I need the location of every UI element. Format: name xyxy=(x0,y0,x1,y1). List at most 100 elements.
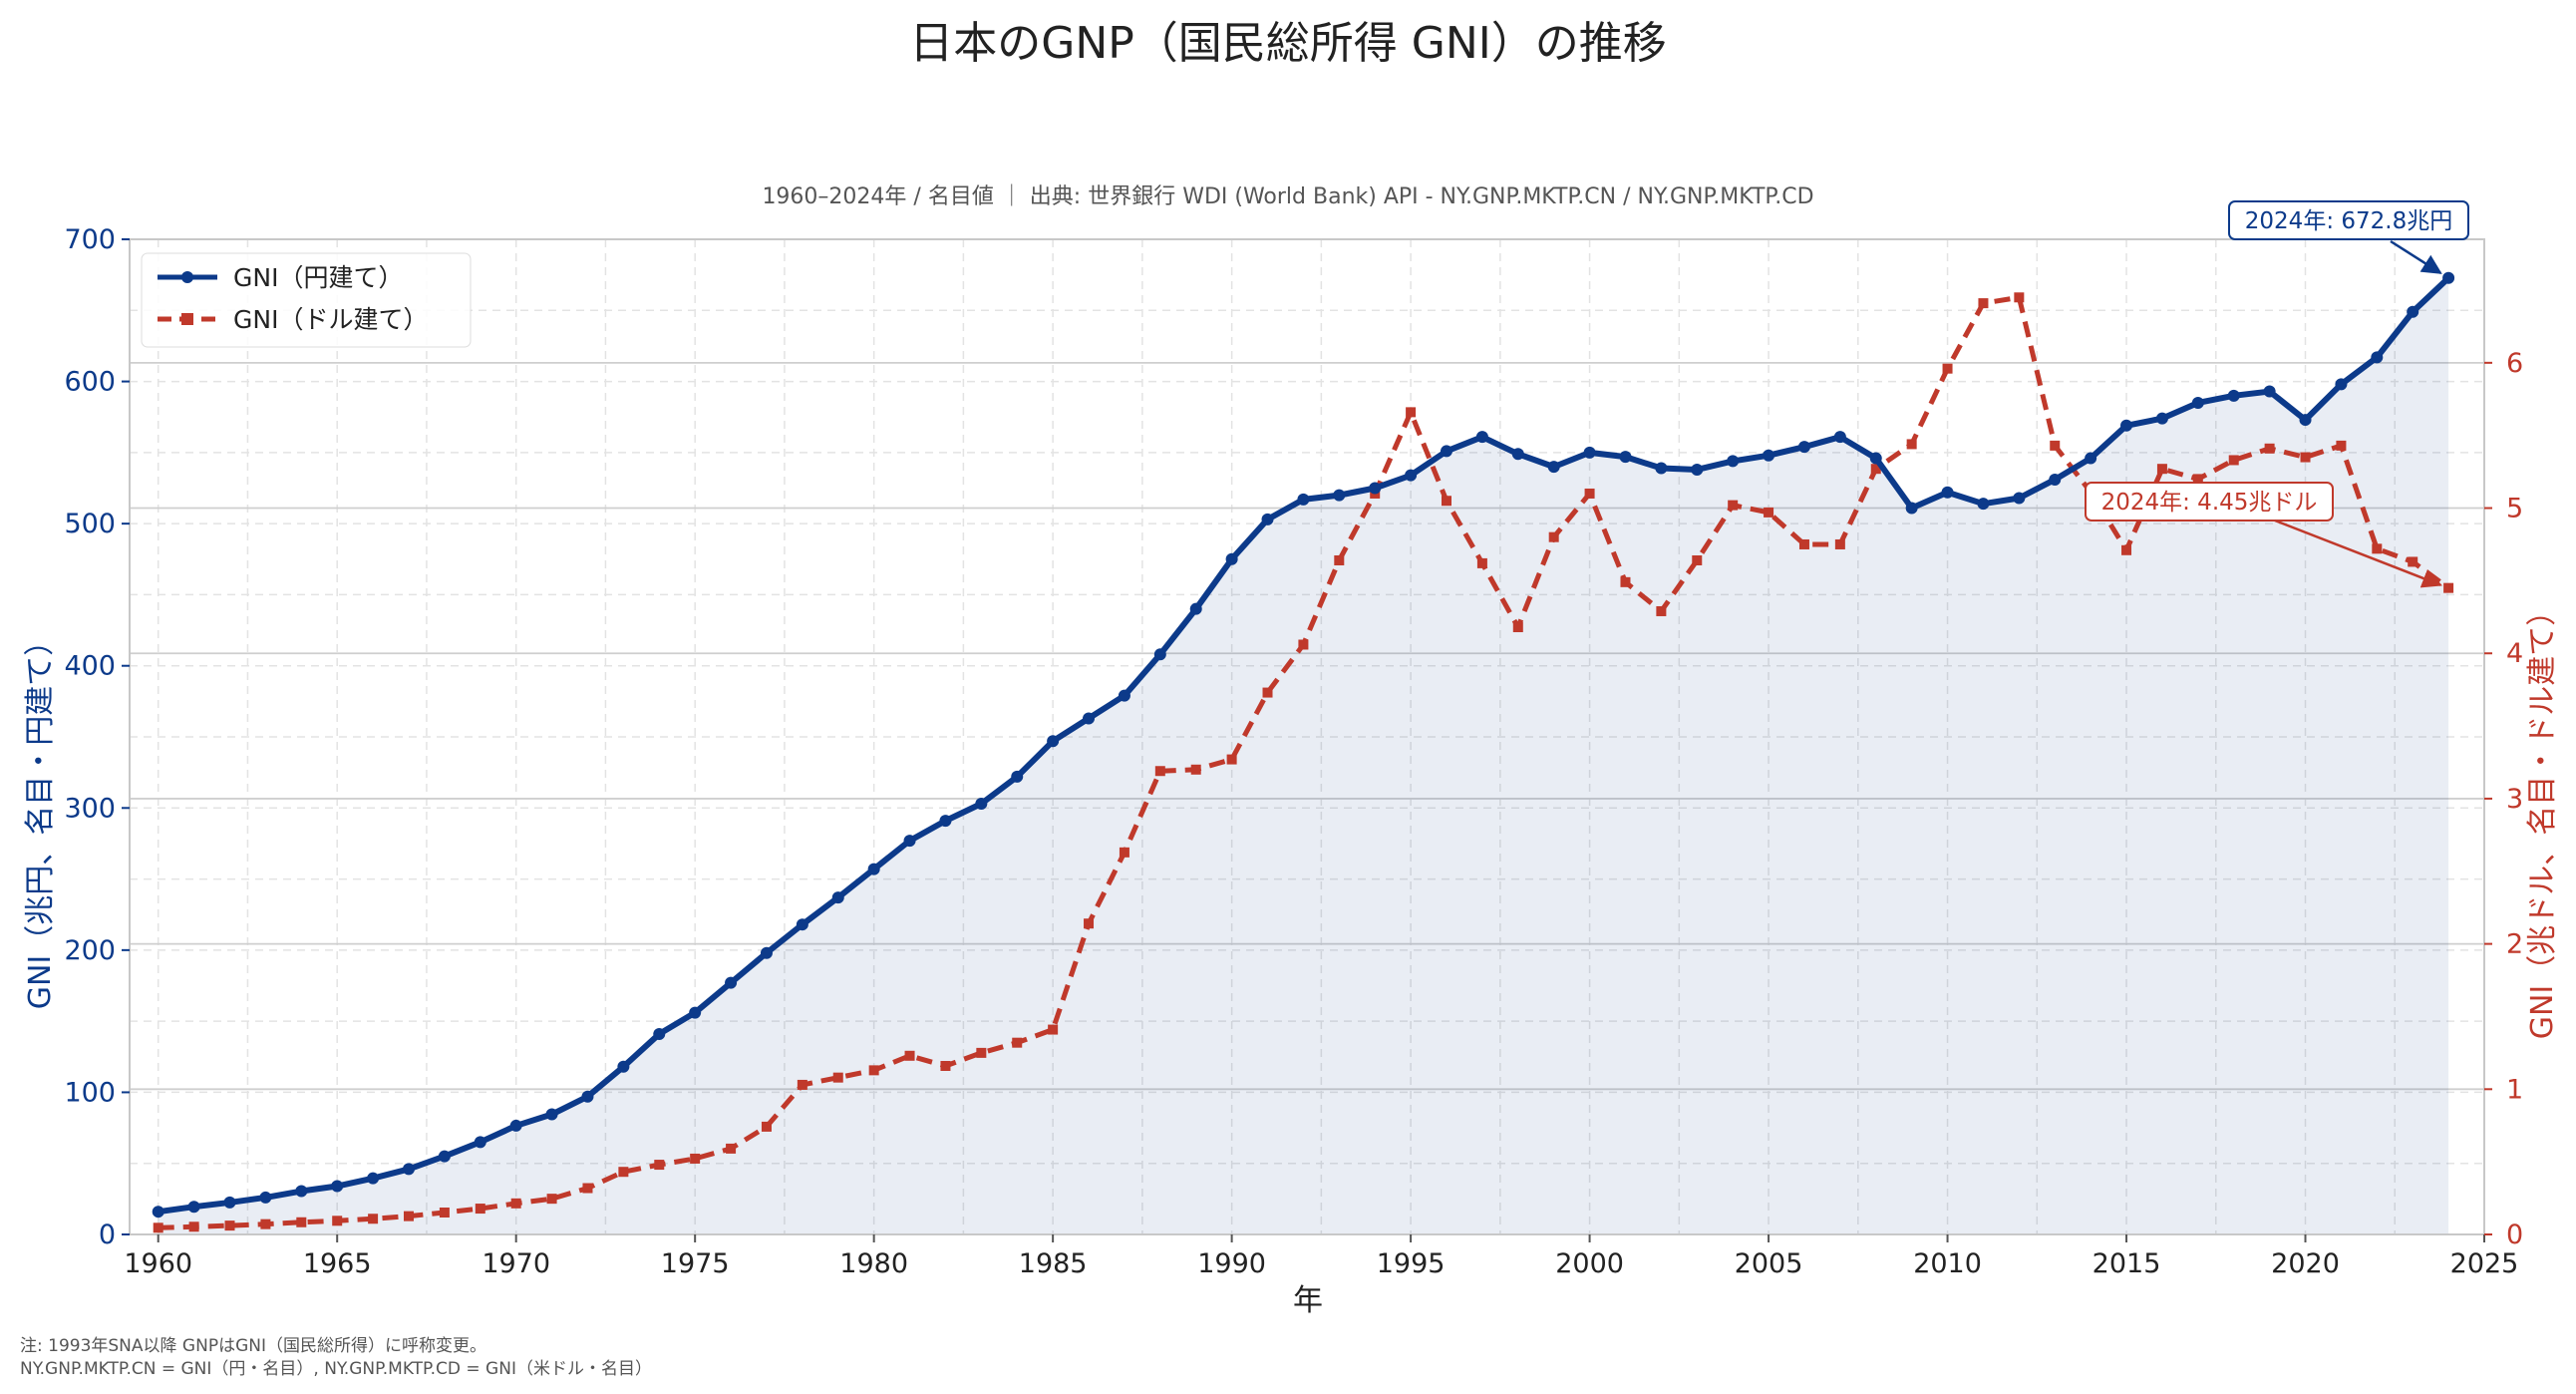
left-tick-label: 600 xyxy=(64,367,116,398)
yen-point xyxy=(975,798,988,811)
plot-frame xyxy=(129,238,2485,1235)
usd-point xyxy=(1262,687,1273,698)
left-tick-label: 0 xyxy=(99,1220,116,1250)
yen-point xyxy=(2120,419,2133,432)
usd-point xyxy=(2192,474,2203,485)
usd-point xyxy=(296,1217,307,1227)
annotation-yen-box xyxy=(2228,200,2469,240)
usd-point xyxy=(1226,754,1237,765)
usd-point xyxy=(582,1183,593,1194)
usd-point xyxy=(1048,1024,1059,1035)
yen-point xyxy=(1941,486,1954,499)
yen-point xyxy=(1475,431,1488,444)
left-tick-label: 500 xyxy=(64,509,116,539)
yen-point xyxy=(1547,461,1560,474)
x-axis-label: 年 xyxy=(1293,1283,1323,1318)
yen-point xyxy=(331,1180,344,1193)
usd-point xyxy=(2121,544,2132,555)
x-tick-label: 2015 xyxy=(2093,1248,2161,1279)
usd-point xyxy=(1942,363,1953,374)
usd-point xyxy=(1012,1037,1023,1048)
x-tick-label: 2020 xyxy=(2271,1248,2340,1279)
legend-yen-marker xyxy=(181,271,193,283)
x-tick-label: 1980 xyxy=(839,1248,908,1279)
yen-point xyxy=(1261,513,1274,525)
yen-point xyxy=(760,946,773,959)
usd-point xyxy=(1298,639,1309,650)
yen-point xyxy=(903,835,916,848)
yen-point xyxy=(1619,451,1632,464)
yen-point xyxy=(1655,462,1668,475)
usd-point xyxy=(1406,407,1417,418)
yen-point xyxy=(2371,351,2384,364)
axis-ticks: 1960 1965 1970 1975 1980 1985 1990 1995 2000 2005… xyxy=(64,224,2523,1279)
right-tick-label: 0 xyxy=(2506,1220,2523,1250)
annotation-yen-text: 2024年: 672.8兆円 xyxy=(2245,208,2452,234)
usd-point xyxy=(1870,464,1881,475)
x-tick-label: 2010 xyxy=(1913,1248,1982,1279)
yen-point xyxy=(1333,489,1346,502)
annotations: 2024年: 672.8兆円 2024年: 4.45兆ドル xyxy=(2085,200,2469,588)
right-tick-label: 6 xyxy=(2506,348,2523,379)
left-tick-label: 700 xyxy=(64,224,116,255)
usd-point xyxy=(1476,557,1487,568)
note-line-2: NY.GNP.MKTP.CN = GNI（円・名目）, NY.GNP.MKTP.… xyxy=(20,1359,652,1379)
yen-point xyxy=(1763,449,1775,462)
usd-point xyxy=(1084,918,1095,929)
yen-point xyxy=(2155,412,2168,425)
yen-point xyxy=(2191,396,2204,409)
yen-point xyxy=(2013,492,2026,505)
usd-point xyxy=(1620,576,1631,587)
x-tick-label: 2000 xyxy=(1555,1248,1624,1279)
annotation-usd-arrow xyxy=(2274,519,2442,588)
yen-point xyxy=(689,1006,702,1019)
usd-point xyxy=(1512,622,1523,633)
usd-point xyxy=(2408,556,2418,567)
right-tick-label: 4 xyxy=(2506,638,2523,669)
yen-series xyxy=(152,271,2455,1219)
annotation-usd-text: 2024年: 4.45兆ドル xyxy=(2101,490,2318,516)
usd-point xyxy=(1154,766,1165,777)
x-tick-label: 2005 xyxy=(1735,1248,1803,1279)
usd-point xyxy=(868,1065,879,1076)
left-tick-label: 300 xyxy=(64,793,116,824)
usd-point xyxy=(797,1079,807,1090)
usd-point xyxy=(904,1050,915,1061)
yen-point xyxy=(1797,441,1810,454)
yen-point xyxy=(2335,378,2348,391)
yen-point xyxy=(653,1027,666,1040)
yen-point xyxy=(617,1060,630,1073)
legend-usd-marker xyxy=(181,313,193,325)
usd-point xyxy=(1119,847,1129,858)
usd-point xyxy=(224,1220,235,1231)
usd-point xyxy=(726,1143,737,1154)
usd-point xyxy=(1728,500,1739,511)
right-tick-label: 5 xyxy=(2506,494,2523,524)
plot-border xyxy=(129,238,2485,1235)
yen-point xyxy=(1297,493,1310,506)
yen-point xyxy=(1405,469,1418,482)
right-axis-label: GNI（兆ドル、名目・ドル建て） xyxy=(2525,596,2560,1040)
yen-point xyxy=(295,1185,308,1198)
x-tick-label: 1990 xyxy=(1197,1248,1266,1279)
usd-point xyxy=(260,1219,271,1229)
usd-point xyxy=(2050,440,2061,451)
usd-point xyxy=(1764,507,1774,518)
yen-point xyxy=(1977,498,1990,511)
yen-point xyxy=(725,976,738,989)
chart-subtitle: 1960–2024年 / 名目値 ｜ 出典: 世界銀行 WDI (World B… xyxy=(762,184,1813,209)
yen-point xyxy=(1047,735,1060,748)
x-tick-label: 1970 xyxy=(482,1248,550,1279)
yen-point xyxy=(2407,305,2419,318)
x-tick-label: 2025 xyxy=(2450,1248,2519,1279)
yen-point xyxy=(939,815,952,828)
yen-point xyxy=(1440,445,1452,458)
usd-point xyxy=(188,1221,199,1232)
yen-point xyxy=(2049,473,2062,486)
yen-point xyxy=(1153,648,1166,661)
usd-point xyxy=(2264,443,2275,454)
legend-usd-label: GNI（ドル建て） xyxy=(233,305,428,334)
yen-point xyxy=(152,1206,164,1219)
usd-point xyxy=(1548,531,1559,542)
